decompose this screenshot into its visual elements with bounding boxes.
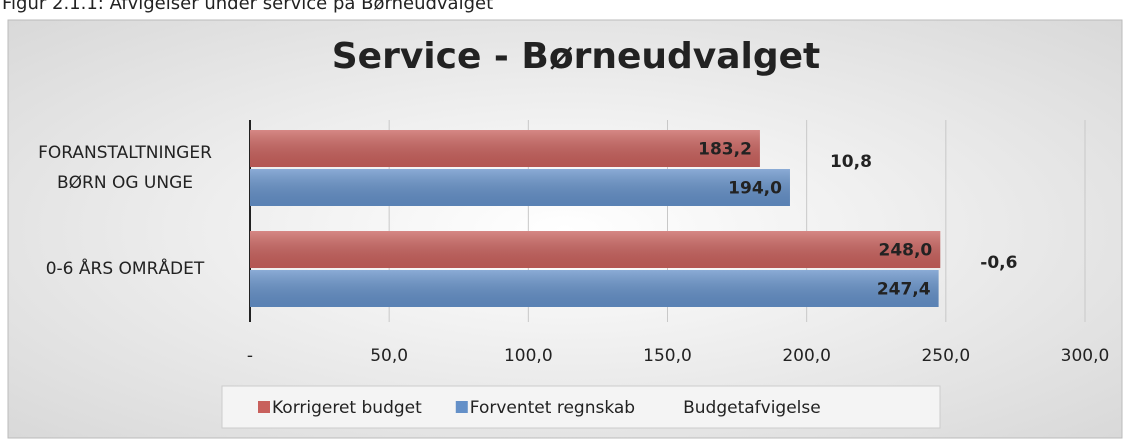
data-label: 10,8 bbox=[830, 152, 872, 172]
legend-swatch bbox=[455, 401, 468, 413]
x-tick-label: 300,0 bbox=[1061, 346, 1110, 366]
bar-shade bbox=[250, 231, 941, 268]
x-tick-label: 50,0 bbox=[370, 346, 408, 366]
bar-shade bbox=[250, 270, 939, 307]
legend-swatch bbox=[258, 401, 270, 413]
y-tick-label: BØRN OG UNGE bbox=[57, 173, 193, 193]
x-tick-label: 150,0 bbox=[643, 346, 692, 366]
data-label: 194,0 bbox=[728, 179, 782, 199]
data-label: 248,0 bbox=[878, 241, 932, 261]
chart-area bbox=[7, 19, 1123, 439]
data-label: 247,4 bbox=[877, 280, 931, 300]
legend-label: Budgetafvigelse bbox=[683, 398, 821, 418]
x-tick-label: 250,0 bbox=[921, 346, 970, 366]
x-tick-label: 200,0 bbox=[782, 346, 831, 366]
legend-swatch bbox=[669, 401, 681, 413]
legend-label: Forventet regnskab bbox=[470, 398, 635, 418]
legend-box bbox=[221, 385, 941, 429]
bar-shade bbox=[250, 169, 790, 206]
x-tick-label: 100,0 bbox=[504, 346, 553, 366]
data-label: 183,2 bbox=[698, 140, 752, 160]
y-tick-label: FORANSTALTNINGER bbox=[38, 143, 212, 163]
caption: Figur 2.1.1: Afvigelser under service på… bbox=[2, 0, 493, 14]
chart-title: Service - Børneudvalget bbox=[332, 36, 821, 77]
y-tick-label: 0-6 ÅRS OMRÅDET bbox=[46, 257, 205, 279]
x-tick-label: - bbox=[247, 346, 253, 366]
legend-label: Korrigeret budget bbox=[272, 398, 422, 418]
data-label: -0,6 bbox=[980, 253, 1017, 273]
bar-shade bbox=[250, 130, 760, 167]
